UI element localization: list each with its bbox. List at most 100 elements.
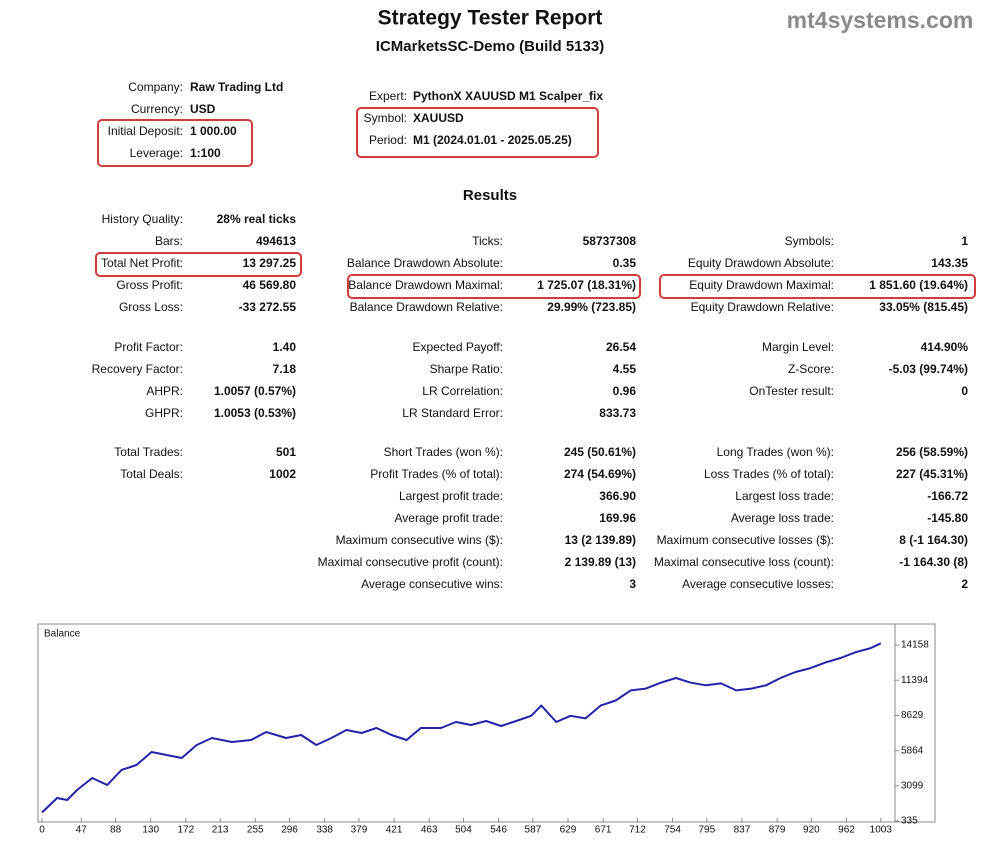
watermark: mt4systems.com <box>787 7 974 33</box>
result-label: Maximal consecutive loss (count): <box>654 555 834 569</box>
result-value: -1 164.30 (8) <box>899 555 968 569</box>
x-tick-label: 0 <box>39 825 45 836</box>
result-label: LR Standard Error: <box>402 406 503 420</box>
report-title: Strategy Tester Report <box>378 7 603 30</box>
y-tick-label: 3099 <box>901 780 924 791</box>
x-tick-label: 754 <box>664 825 681 836</box>
result-label: Margin Level: <box>762 340 834 354</box>
result-value: 245 (50.61%) <box>564 445 636 459</box>
result-value: -145.80 <box>927 511 968 525</box>
result-label: Total Trades: <box>114 445 183 459</box>
setting-label: Currency: <box>131 102 183 116</box>
setting-value: XAUUSD <box>413 111 464 125</box>
result-label: Z-Score: <box>788 362 834 376</box>
x-tick-label: 130 <box>142 825 159 836</box>
result-label: Long Trades (won %): <box>717 445 834 459</box>
result-label: Gross Profit: <box>116 278 183 292</box>
y-tick-label: 8629 <box>901 710 924 721</box>
result-value: 2 <box>961 577 968 591</box>
result-value: 1 851.60 (19.64%) <box>869 278 968 292</box>
highlight-box <box>347 274 641 299</box>
y-tick-label: 14158 <box>901 640 929 651</box>
chart-title: Balance <box>44 629 81 640</box>
x-tick-label: 546 <box>490 825 507 836</box>
result-value: 274 (54.69%) <box>564 467 636 481</box>
x-tick-label: 379 <box>351 825 368 836</box>
result-value: 501 <box>276 445 296 459</box>
result-value: 1.40 <box>273 340 297 354</box>
setting-label: Symbol: <box>364 111 407 125</box>
result-value: 2 139.89 (13) <box>565 555 636 569</box>
x-tick-label: 421 <box>386 825 403 836</box>
setting-value: PythonX XAUUSD M1 Scalper_fix <box>413 89 603 103</box>
result-label: History Quality: <box>102 212 183 226</box>
highlight-box <box>659 274 976 299</box>
result-label: AHPR: <box>146 384 183 398</box>
result-label: Recovery Factor: <box>92 362 183 376</box>
x-tick-label: 1003 <box>870 825 893 836</box>
result-value: 1002 <box>269 467 296 481</box>
result-value: 256 (58.59%) <box>896 445 968 459</box>
result-label: Equity Drawdown Absolute: <box>688 256 834 270</box>
x-tick-label: 587 <box>525 825 542 836</box>
result-label: Maximum consecutive losses ($): <box>657 533 834 547</box>
setting-value: USD <box>190 102 216 116</box>
y-tick-label: 5864 <box>901 745 924 756</box>
setting-value: 1:100 <box>190 146 221 160</box>
result-value: 28% real ticks <box>217 212 297 226</box>
result-value: 8 (-1 164.30) <box>899 533 968 547</box>
x-tick-label: 463 <box>421 825 438 836</box>
balance-line <box>41 642 882 814</box>
result-value: 414.90% <box>921 340 969 354</box>
result-value: 13 (2 139.89) <box>565 533 636 547</box>
highlight-box <box>95 252 302 277</box>
x-tick-label: 879 <box>769 825 786 836</box>
setting-label: Expert: <box>369 89 407 103</box>
result-label: OnTester result: <box>749 384 834 398</box>
setting-label: Initial Deposit: <box>108 124 183 138</box>
setting-label: Leverage: <box>130 146 183 160</box>
x-tick-label: 172 <box>177 825 194 836</box>
result-label: Average consecutive losses: <box>682 577 834 591</box>
result-label: Maximal consecutive profit (count): <box>318 555 503 569</box>
result-value: 13 297.25 <box>243 256 297 270</box>
y-tick-label: 335 <box>901 816 918 827</box>
result-label: Average loss trade: <box>731 511 834 525</box>
result-value: 169.96 <box>599 511 636 525</box>
result-value: 1 <box>961 234 968 248</box>
result-value: 1.0053 (0.53%) <box>214 406 296 420</box>
result-label: Gross Loss: <box>119 300 183 314</box>
result-label: Sharpe Ratio: <box>430 362 503 376</box>
result-label: Balance Drawdown Relative: <box>350 300 503 314</box>
x-tick-label: 712 <box>629 825 646 836</box>
result-value: 0 <box>961 384 968 398</box>
report-subtitle: ICMarketsSC-Demo (Build 5133) <box>376 38 604 55</box>
result-label: Balance Drawdown Maximal: <box>348 278 503 292</box>
result-label: Ticks: <box>472 234 503 248</box>
result-label: Largest loss trade: <box>735 489 834 503</box>
x-tick-label: 795 <box>698 825 715 836</box>
result-value: 143.35 <box>931 256 968 270</box>
x-tick-label: 213 <box>212 825 229 836</box>
result-label: Average profit trade: <box>394 511 503 525</box>
x-tick-label: 671 <box>595 825 612 836</box>
result-label: GHPR: <box>145 406 183 420</box>
result-value: 33.05% (815.45) <box>879 300 968 314</box>
results-title: Results <box>463 187 517 204</box>
result-label: Balance Drawdown Absolute: <box>347 256 503 270</box>
result-value: 4.55 <box>613 362 637 376</box>
result-value: -5.03 (99.74%) <box>889 362 968 376</box>
highlight-box <box>356 107 599 158</box>
result-value: 26.54 <box>606 340 636 354</box>
x-tick-label: 629 <box>560 825 577 836</box>
result-label: Total Deals: <box>120 467 183 481</box>
setting-value: M1 (2024.01.01 - 2025.05.25) <box>413 133 572 147</box>
result-value: 366.90 <box>599 489 636 503</box>
x-tick-label: 962 <box>838 825 855 836</box>
result-value: 1 725.07 (18.31%) <box>537 278 636 292</box>
x-tick-label: 296 <box>281 825 298 836</box>
x-tick-label: 920 <box>803 825 820 836</box>
result-value: 58737308 <box>583 234 637 248</box>
result-value: 0.96 <box>613 384 637 398</box>
